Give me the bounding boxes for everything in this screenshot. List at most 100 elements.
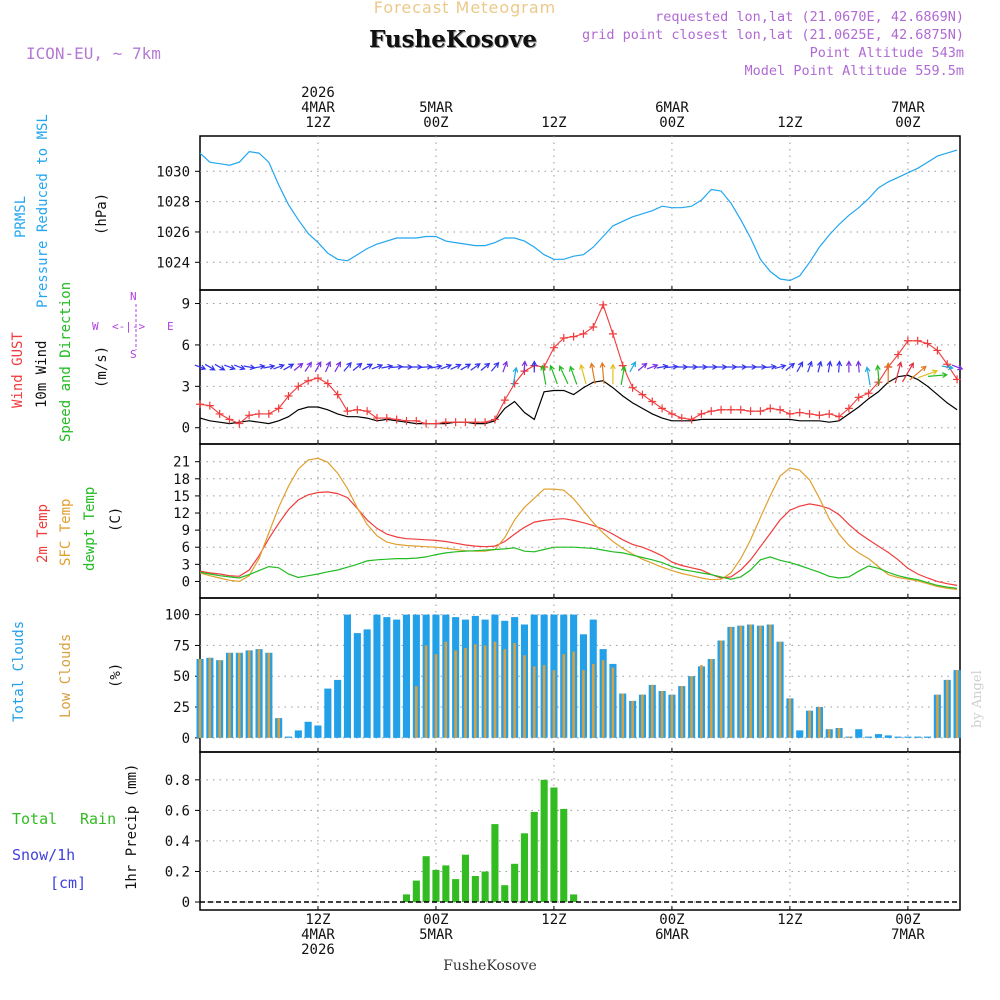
rain-bar <box>560 808 568 902</box>
compass-s: S <box>130 348 137 361</box>
chart-title: Forecast Meteogram <box>373 0 557 17</box>
gust-marker <box>815 411 824 420</box>
time-label: 7MAR 00Z <box>878 101 938 131</box>
low-cloud-bar <box>670 694 674 738</box>
gust-marker <box>766 404 775 413</box>
time-label-line: 12Z <box>305 912 331 928</box>
gust-marker <box>392 415 401 424</box>
low-cloud-bar <box>562 654 566 738</box>
compass-w: W <box>92 320 99 333</box>
gust-marker <box>599 300 608 309</box>
wind-direction-arrow <box>629 361 637 373</box>
rain-bar <box>520 833 528 902</box>
time-label: 6MAR 00Z <box>642 101 702 131</box>
gust-marker <box>736 405 745 414</box>
rain-bar <box>550 787 558 902</box>
wind-direction-arrow <box>941 364 954 371</box>
wind-direction-arrow <box>263 363 276 370</box>
gust-marker <box>264 409 273 418</box>
ytick-label: 0.4 <box>165 834 190 850</box>
gust-marker <box>648 397 657 406</box>
wind-direction-arrow <box>224 364 236 371</box>
point-altitude: Point Altitude 543m <box>809 45 964 61</box>
time-label: 12Z <box>524 116 584 131</box>
p5-total: Total <box>12 810 57 828</box>
gust-marker <box>795 408 804 417</box>
ytick-label: 18 <box>173 472 190 488</box>
credit-label: by Angel <box>970 670 985 728</box>
wind-direction-arrow <box>807 360 813 373</box>
gust-marker <box>697 409 706 418</box>
model-label: ICON-EU, ~ 7km <box>26 44 161 63</box>
gust-marker <box>569 332 578 341</box>
time-label-line: 00Z <box>895 115 921 131</box>
low-cloud-bar <box>837 728 841 738</box>
wind-direction-arrow <box>826 360 833 373</box>
wind-direction-arrow <box>637 362 648 371</box>
gust-marker <box>510 379 519 388</box>
time-label-line: 7MAR <box>891 100 925 116</box>
gust-marker <box>205 401 214 410</box>
series-line-10m-wind <box>199 374 958 425</box>
time-label: 12Z <box>524 913 584 928</box>
gust-marker <box>245 411 254 420</box>
gust-marker <box>451 418 460 427</box>
gust-marker <box>864 389 873 398</box>
wind-direction-arrow <box>796 361 804 373</box>
low-cloud-bar <box>660 691 664 738</box>
p4-label-2: Low Clouds <box>58 634 74 718</box>
wind-direction-arrow <box>725 364 738 370</box>
low-cloud-bar <box>483 645 487 738</box>
compass-n: N <box>130 290 137 303</box>
low-cloud-bar <box>454 650 457 738</box>
wind-direction-arrow <box>420 363 433 370</box>
rain-bar <box>530 811 538 902</box>
gust-marker <box>294 382 303 391</box>
low-cloud-bar <box>729 626 733 738</box>
low-cloud-bar <box>513 643 516 738</box>
gust-marker <box>933 346 942 355</box>
p2-unit: (m/s) <box>94 346 110 388</box>
wind-direction-arrow <box>460 363 472 371</box>
gust-marker <box>608 329 617 338</box>
ytick-label: 0 <box>182 895 190 911</box>
low-cloud-bar <box>523 655 526 738</box>
low-cloud-bar <box>493 641 497 738</box>
gust-marker <box>431 419 440 428</box>
wind-direction-arrow <box>273 363 285 370</box>
wind-direction-arrow <box>885 362 892 384</box>
wind-direction-arrow <box>705 364 719 370</box>
gust-marker <box>254 409 263 418</box>
wind-direction-arrow <box>715 364 728 370</box>
time-label-line: 7MAR <box>891 927 925 943</box>
low-cloud-bar <box>533 666 536 738</box>
low-cloud-bar <box>238 652 241 738</box>
low-cloud-bar <box>719 640 723 738</box>
wind-direction-arrow <box>540 364 547 385</box>
panel-clouds: 0 25 50 75 100 <box>165 597 961 753</box>
wind-direction-arrow <box>894 361 903 384</box>
gust-marker <box>481 418 490 427</box>
total-cloud-bar <box>304 721 312 738</box>
gust-marker <box>461 418 470 427</box>
ytick-label: 0.2 <box>165 864 190 880</box>
location-title: FusheKosove <box>368 26 538 53</box>
time-label: 00Z 6MAR <box>642 913 702 943</box>
ytick-label: 9 <box>182 523 190 539</box>
low-cloud-bar <box>955 670 959 738</box>
rain-bar <box>481 871 489 902</box>
total-cloud-bar <box>383 617 391 738</box>
low-cloud-bar <box>768 624 772 738</box>
rain-bar <box>422 856 430 902</box>
wind-direction-arrow <box>620 365 627 386</box>
low-cloud-bar <box>945 679 949 738</box>
total-cloud-bar <box>894 736 902 738</box>
ytick-label: 1028 <box>156 195 190 211</box>
time-label-line: 12Z <box>541 912 567 928</box>
low-cloud-bar <box>257 649 261 738</box>
gust-marker <box>805 409 814 418</box>
p4-unit: (%) <box>108 663 124 688</box>
p2-label-3: Speed and Direction <box>58 282 74 442</box>
wind-direction-arrow <box>391 363 404 370</box>
low-cloud-bar <box>621 693 625 738</box>
